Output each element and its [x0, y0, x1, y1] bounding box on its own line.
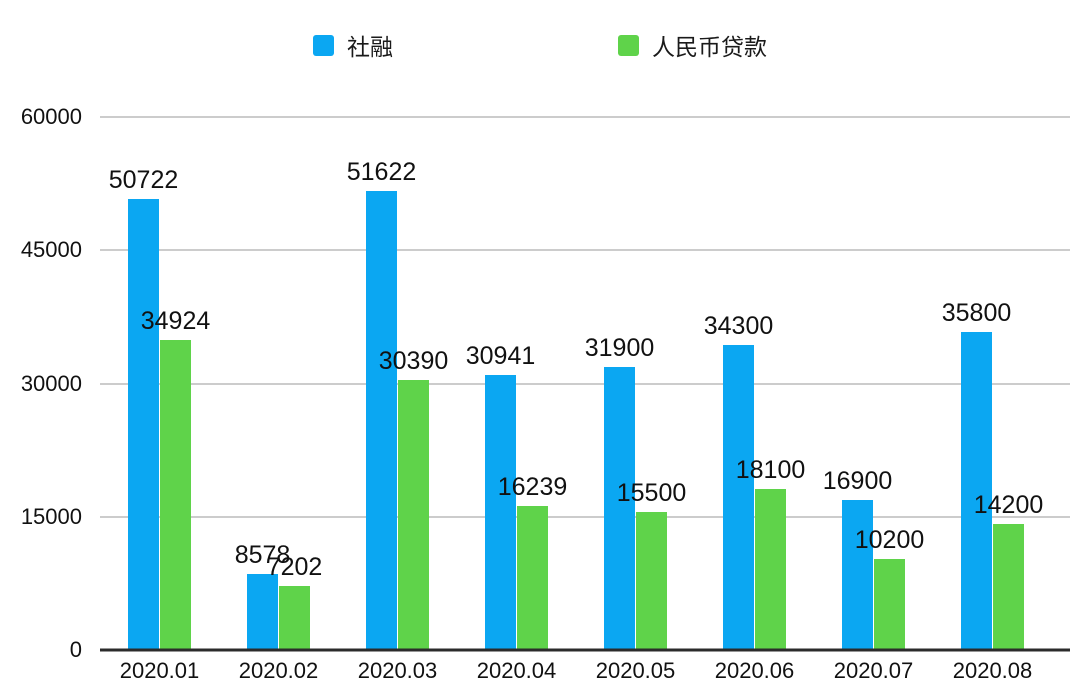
bar-group-2020.06: 34300 18100 [695, 117, 814, 650]
bar-人民币贷款-2020.07: 10200 [855, 526, 924, 650]
value-label-社融-2020.03: 51622 [346, 158, 417, 187]
bar-社融-2020.02: 8578 [235, 541, 290, 650]
bar-group-2020.05: 31900 15500 [576, 117, 695, 650]
y-tick-label-15000: 15000 [20, 503, 82, 529]
gridline-60000 [100, 116, 1070, 118]
y-tick-label-0: 0 [69, 637, 82, 662]
legend: 社融 人民币贷款 [0, 28, 1080, 62]
value-label-人民币贷款-2020.02: 7202 [266, 553, 323, 582]
y-tick-label-45000: 45000 [20, 237, 82, 263]
x-tick-label-2020.05: 2020.05 [595, 658, 676, 683]
value-label-人民币贷款-2020.04: 16239 [497, 472, 568, 501]
bar-社融-2020.05: 31900 [585, 334, 654, 650]
y-axis: 0 15000 30000 45000 60000 [0, 104, 82, 662]
bar-人民币贷款-2020.04: 16239 [498, 473, 567, 650]
x-tick-label-2020.07: 2020.07 [833, 658, 914, 683]
legend-label-series1: 社融 [347, 34, 393, 60]
bar-人民币贷款-2020.08: 14200 [974, 491, 1043, 650]
bar-社融-2020.06: 34300 [704, 312, 773, 650]
value-label-社融-2020.05: 31900 [584, 333, 655, 362]
x-axis: 2020.01 2020.02 2020.03 2020.04 2020.05 2020.… [100, 658, 1052, 684]
value-label-人民币贷款-2020.03: 30390 [378, 347, 449, 376]
value-label-社融-2020.08: 35800 [941, 298, 1012, 327]
bar-group-2020.08: 35800 14200 [933, 117, 1052, 650]
value-label-社融-2020.07: 16900 [822, 466, 893, 495]
x-tick-label-2020.08: 2020.08 [952, 658, 1033, 683]
bar-人民币贷款-2020.02: 7202 [267, 553, 322, 650]
bar-group-2020.02: 8578 7202 [219, 117, 338, 650]
bar-group-2020.03: 51622 30390 [338, 117, 457, 650]
legend-item-series2: 人民币贷款 [618, 28, 767, 62]
bar-社融-2020.03: 51622 [347, 158, 416, 650]
value-label-人民币贷款-2020.01: 34924 [140, 306, 211, 335]
value-label-社融-2020.04: 30941 [465, 342, 536, 371]
x-tick-label-2020.04: 2020.04 [476, 658, 557, 683]
x-tick-label-2020.02: 2020.02 [238, 658, 319, 683]
legend-swatch-series1 [313, 34, 334, 56]
gridline-30000 [100, 382, 1070, 385]
legend-label-series2: 人民币贷款 [652, 34, 767, 60]
legend-item-series1: 社融 [313, 28, 393, 62]
bar-人民币贷款-2020.05: 15500 [617, 479, 686, 650]
x-tick-label-2020.03: 2020.03 [357, 658, 438, 683]
value-label-社融-2020.02: 8578 [234, 540, 291, 569]
bar-group-2020.01: 50722 34924 [100, 117, 219, 650]
value-label-人民币贷款-2020.08: 14200 [973, 490, 1044, 519]
gridline-45000 [100, 249, 1070, 252]
y-tick-label-60000: 60000 [20, 104, 82, 129]
x-tick-label-2020.01: 2020.01 [119, 658, 200, 683]
bar-社融-2020.08: 35800 [942, 299, 1011, 650]
bar-社融-2020.04: 30941 [466, 342, 535, 650]
gridline-15000 [100, 515, 1070, 518]
value-label-社融-2020.01: 50722 [108, 166, 179, 195]
bar-社融-2020.07: 16900 [823, 467, 892, 650]
bar-人民币贷款-2020.01: 34924 [141, 307, 210, 650]
bar-社融-2020.01: 50722 [109, 166, 178, 650]
bar-人民币贷款-2020.03: 30390 [379, 347, 448, 650]
bars: 50722 34924 8578 7202 51622 30390 30941 16239 31… [100, 117, 1052, 650]
bar-人民币贷款-2020.06: 18100 [736, 456, 805, 650]
bar-group-2020.04: 30941 16239 [457, 117, 576, 650]
value-label-社融-2020.06: 34300 [703, 312, 774, 341]
value-label-人民币贷款-2020.05: 15500 [616, 479, 687, 508]
plot-area: 50722 34924 8578 7202 51622 30390 30941 16239 31… [100, 116, 1070, 652]
legend-swatch-series2 [618, 34, 639, 56]
value-label-人民币贷款-2020.06: 18100 [735, 456, 806, 485]
x-tick-label-2020.06: 2020.06 [714, 658, 795, 683]
value-label-人民币贷款-2020.07: 10200 [854, 526, 925, 555]
y-tick-label-30000: 30000 [20, 370, 82, 396]
x-axis-line [100, 648, 1070, 652]
bar-group-2020.07: 16900 10200 [814, 117, 933, 650]
